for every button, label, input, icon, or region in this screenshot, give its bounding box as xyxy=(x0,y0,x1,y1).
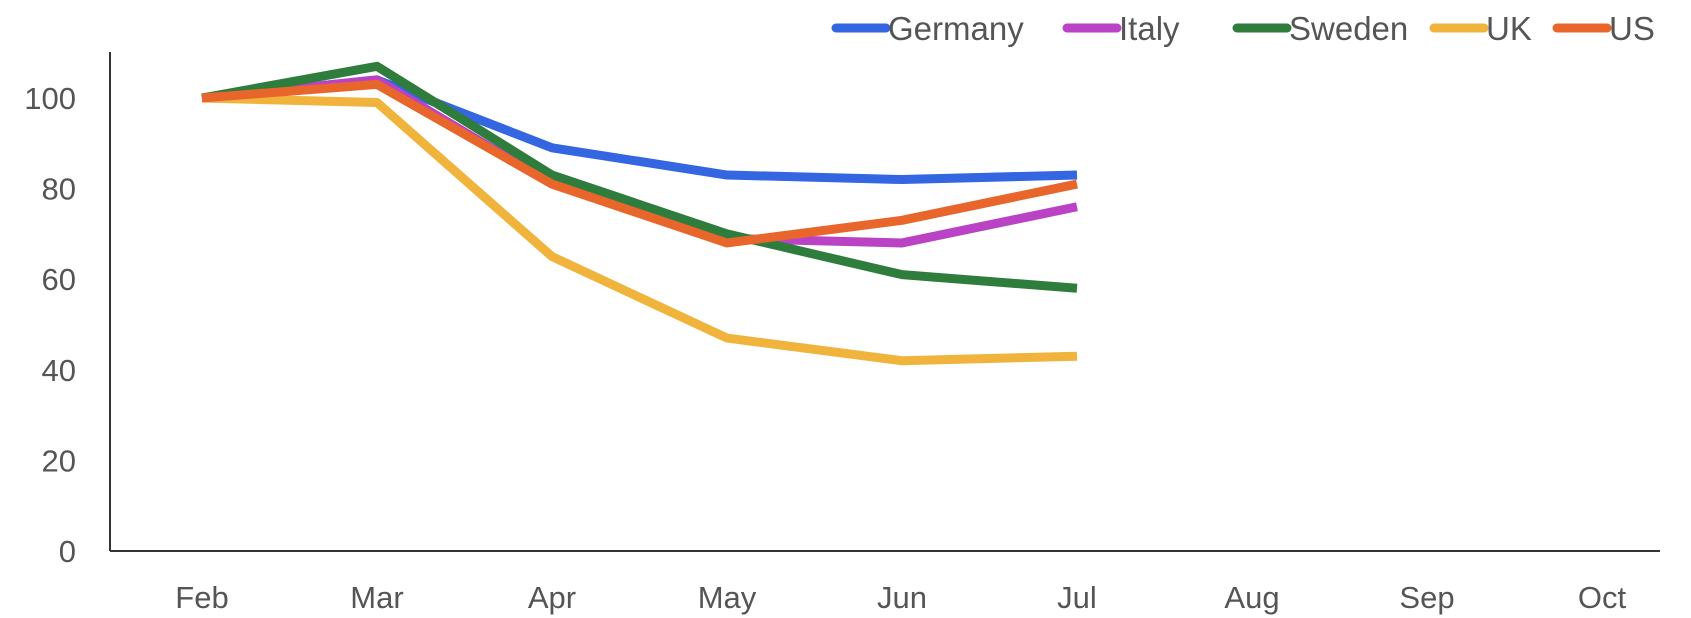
y-tick-label: 20 xyxy=(42,443,76,478)
series-line-sweden xyxy=(201,61,1078,293)
y-tick-label: 0 xyxy=(59,534,76,569)
y-tick-label: 60 xyxy=(42,262,76,297)
x-tick-label: Aug xyxy=(1224,580,1279,615)
legend-label-sweden: Sweden xyxy=(1289,10,1408,47)
axes xyxy=(109,52,1660,552)
x-tick-label: Apr xyxy=(528,580,576,615)
y-tick-label: 80 xyxy=(42,172,76,207)
x-tick-label: May xyxy=(698,580,757,615)
x-tick-label: Mar xyxy=(350,580,403,615)
series-line-germany xyxy=(201,75,1078,185)
x-tick-label: Oct xyxy=(1578,580,1627,615)
series-line-uk xyxy=(201,93,1078,366)
x-tick-label: Sep xyxy=(1399,580,1454,615)
y-tick-label: 40 xyxy=(42,353,76,388)
legend-label-italy: Italy xyxy=(1119,10,1180,47)
x-tick-label: Feb xyxy=(175,580,228,615)
y-axis-ticks: 0 20 40 60 80 100 xyxy=(24,81,76,569)
legend-label-germany: Germany xyxy=(888,10,1024,47)
x-tick-label: Jun xyxy=(877,580,927,615)
legend-label-us: US xyxy=(1609,10,1655,47)
x-axis-ticks: Feb Mar Apr May Jun Jul Aug Sep Oct xyxy=(175,580,1626,615)
legend-label-uk: UK xyxy=(1486,10,1532,47)
series-line-us xyxy=(201,79,1078,248)
x-tick-label: Jul xyxy=(1057,580,1097,615)
y-tick-label: 100 xyxy=(24,81,76,116)
legend: Germany Italy Sweden UK US xyxy=(831,10,1655,47)
series-lines xyxy=(201,61,1078,366)
